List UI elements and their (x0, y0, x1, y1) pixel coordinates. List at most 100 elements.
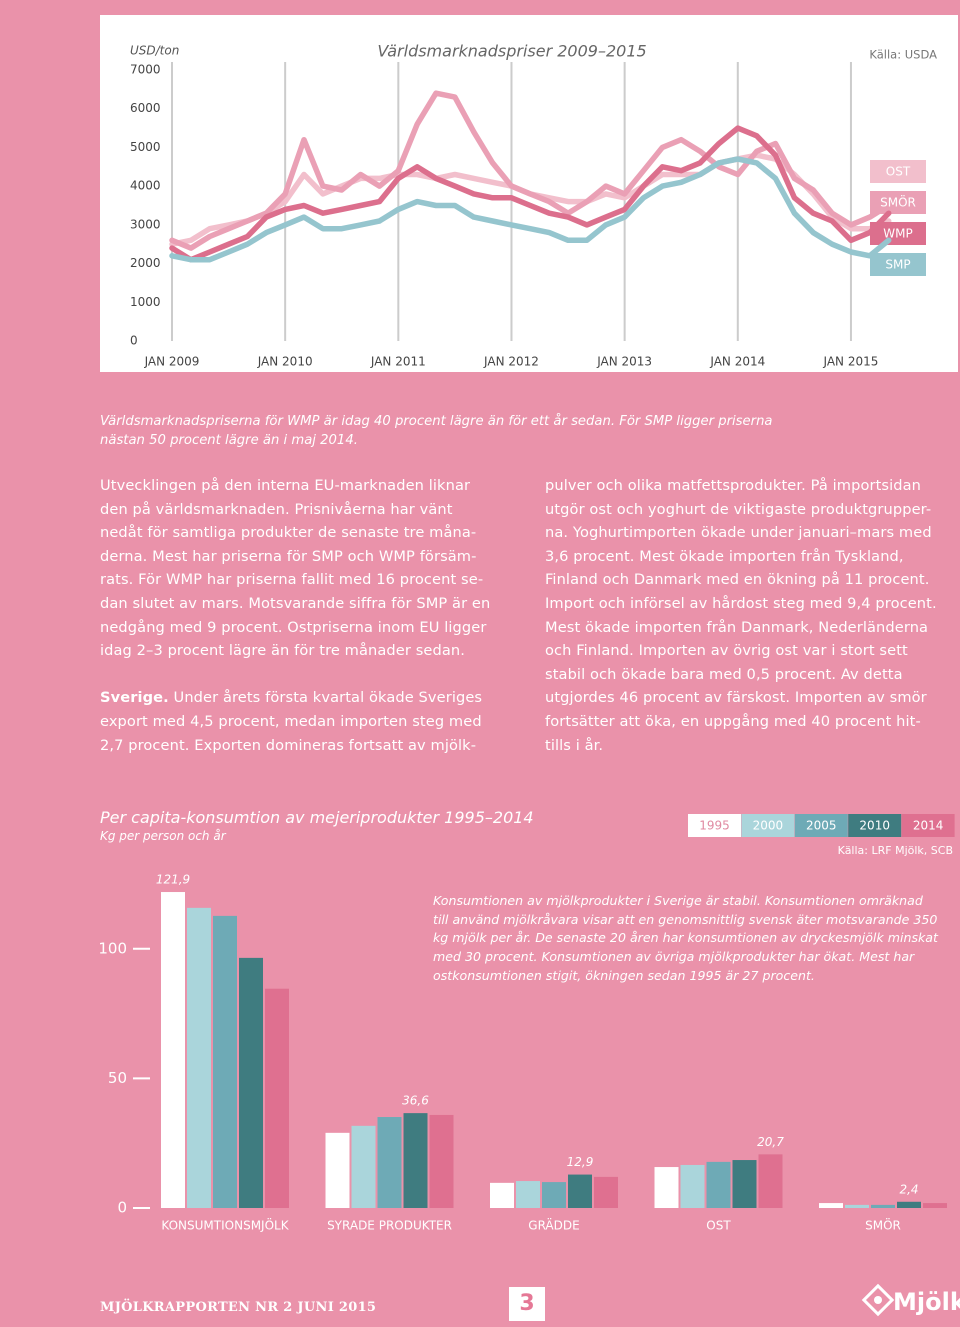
x-tick-label: GRÄDDE (528, 1218, 579, 1233)
body-line: den på världsmarknaden. Prisnivåerna har… (100, 500, 453, 518)
body-line: derna. Mest har priserna för SMP och WMP… (100, 547, 477, 565)
y-tick-label: 4000 (130, 179, 161, 193)
bar (325, 1132, 350, 1208)
legend-label: SMÖR (880, 194, 916, 210)
bar (706, 1161, 731, 1208)
bar (568, 1174, 592, 1208)
chart-source: Källa: USDA (869, 48, 937, 62)
body-text: export med 4,5 procent, medan importen s… (100, 712, 482, 730)
bar (845, 1204, 869, 1208)
legend-swatch (870, 253, 926, 276)
bar (680, 1164, 705, 1208)
y-tick-label: 6000 (130, 101, 161, 115)
body-line: Mest ökade importen från Danmark, Nederl… (545, 618, 929, 636)
body-line: tills i år. (545, 736, 604, 754)
chart-title: Per capita-konsumtion av mejeriprodukter… (100, 808, 534, 827)
chart-title: Världsmarknadspriser 2009–2015 (377, 42, 646, 61)
body-line: fortsätter att öka, en uppgång med 40 pr… (545, 712, 921, 730)
y-axis-label: USD/ton (130, 44, 179, 58)
legend-label: 2010 (859, 819, 890, 833)
x-tick-label: JAN 2014 (709, 355, 765, 369)
body-lead: Sverige. (100, 689, 169, 707)
body-line: utgjordes 46 procent av färskost. Import… (545, 689, 927, 707)
logo-icon (861, 1283, 895, 1317)
legend-swatch (794, 814, 848, 837)
legend-label: 1995 (699, 819, 730, 833)
legend-label: OST (886, 165, 911, 179)
bar (161, 892, 185, 1208)
bar (403, 1113, 428, 1208)
y-tick-label: 50 (108, 1069, 127, 1087)
value-label: 36,6 (402, 1094, 429, 1108)
annotation-line: Konsumtionen av mjölkprodukter i Sverige… (433, 893, 923, 908)
legend-label: 2000 (753, 819, 784, 833)
bar (265, 988, 289, 1208)
chart-source: Källa: LRF Mjölk, SCB (837, 844, 953, 857)
body-line: Finland och Danmark med en ökning på 11 … (545, 571, 930, 589)
body-column: pulver och olika matfettsprodukter. På i… (545, 474, 937, 757)
y-tick-label: 100 (98, 939, 127, 957)
bar (594, 1176, 618, 1208)
y-tick-label: 1000 (130, 295, 161, 309)
y-tick-label: 7000 (130, 63, 161, 77)
x-tick-label: OST (706, 1219, 731, 1233)
body-text: Under årets första kvartal ökade Sverige… (168, 689, 483, 707)
bar (429, 1114, 454, 1208)
bar (490, 1182, 514, 1208)
body-line: Utvecklingen på den interna EU-marknaden… (100, 477, 471, 494)
logo-shape (861, 1283, 895, 1317)
value-label: 2,4 (899, 1182, 918, 1196)
y-tick-label: 0 (130, 334, 138, 348)
legend-swatch (870, 160, 926, 183)
bar (871, 1204, 895, 1208)
footer-title: MJÖLKRAPPORTEN NR 2 JUNI 2015 (100, 1300, 377, 1315)
legend-label: 2014 (913, 819, 944, 833)
body-column: Utvecklingen på den interna EU-marknaden… (100, 474, 490, 757)
x-tick-label: JAN 2011 (370, 355, 426, 369)
y-tick-label: 5000 (130, 140, 161, 154)
body-line: stabil och ökade bara med 0,5 procent. A… (545, 665, 903, 683)
body-line: Import och införsel av hårdost steg med … (545, 594, 937, 612)
x-tick-label: SMÖR (865, 1217, 901, 1233)
value-label: 121,9 (156, 873, 190, 887)
value-label: 20,7 (757, 1135, 784, 1149)
bar (654, 1167, 679, 1208)
y-tick-label: 3000 (130, 217, 161, 231)
body-text: 2,7 procent. Exporten domineras fortsatt… (100, 736, 477, 754)
value-label: 12,9 (567, 1155, 594, 1169)
x-tick-label: KONSUMTIONSMJÖLK (161, 1217, 289, 1233)
chart-caption: Världsmarknadspriserna för WMP är idag 4… (100, 412, 773, 450)
bar (897, 1201, 921, 1208)
body-line: dan slutet av mars. Motsvarande siffra f… (100, 594, 491, 612)
body-line: 3,6 procent. Mest ökade importen från Ty… (545, 547, 904, 565)
logo-dot (874, 1296, 882, 1304)
body-line: rats. För WMP har priserna fallit med 16… (100, 571, 484, 589)
legend-swatch (741, 814, 795, 837)
body-line: 2,7 procent. Exporten domineras fortsatt… (100, 734, 490, 758)
legend-swatch (848, 814, 902, 837)
annotation-line: med 30 procent. Konsumtionen av övriga m… (433, 949, 915, 965)
x-tick-label: JAN 2009 (144, 355, 200, 369)
bar (923, 1203, 947, 1208)
data-line (169, 156, 892, 263)
x-tick-label: JAN 2015 (823, 355, 879, 369)
caption-line: Världsmarknadspriserna för WMP är idag 4… (100, 414, 773, 429)
body-line: nedgång med 9 procent. Ostpriserna inom … (100, 618, 487, 636)
bar (819, 1203, 843, 1208)
legend-swatch (870, 222, 926, 245)
x-tick-label: JAN 2010 (257, 355, 313, 369)
x-tick-label: SYRADE PRODUKTER (327, 1219, 452, 1233)
legend-swatch (901, 814, 955, 837)
x-tick-label: JAN 2012 (483, 355, 539, 369)
body-line: pulver och olika matfettsprodukter. På i… (545, 477, 922, 494)
body-line: och Finland. Importen av övrig ost var i… (545, 642, 908, 660)
legend-label: WMP (883, 227, 912, 241)
bar (187, 907, 211, 1208)
body-line: utgör ost och yoghurt de viktigaste prod… (545, 500, 932, 518)
body-line: Sverige. Under årets första kvartal ökad… (100, 686, 490, 710)
logo-text: Mjölk (893, 1288, 960, 1316)
legend-swatch (870, 191, 926, 214)
bar (377, 1117, 402, 1208)
